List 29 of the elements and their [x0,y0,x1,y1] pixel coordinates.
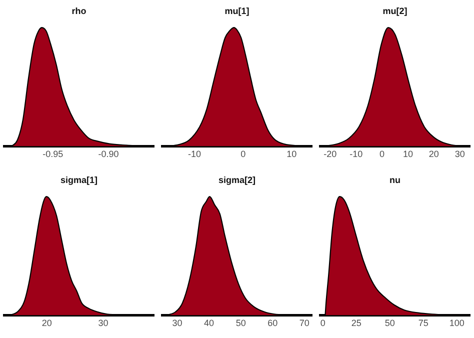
x-tick-label: 30 [172,318,182,328]
x-tick-label: 60 [268,318,278,328]
x-tick-label: 50 [384,318,395,328]
x-tick-label: -0.95 [42,149,64,160]
x-tick-label: 0 [240,149,246,160]
chart-title: mu[2] [382,6,408,16]
x-tick-label: 25 [351,318,362,328]
x-tick-label: 100 [449,318,464,328]
x-tick-label: -10 [350,149,363,160]
x-tick-label: 20 [428,149,439,160]
x-tick-label: -10 [188,149,202,160]
x-tick-label: -20 [324,149,337,160]
x-tick-label: 0 [320,318,326,328]
x-tick-label: 10 [286,149,297,160]
x-tick-label: 40 [204,318,214,328]
x-tick-label: 10 [402,149,413,160]
x-tick-label: 50 [236,318,246,328]
chart-title: nu [390,174,400,185]
chart-title: mu[1] [224,6,250,16]
x-tick-label: 70 [299,318,310,328]
x-tick-label: 30 [98,318,108,328]
x-tick-label: 75 [418,318,428,328]
x-tick-label: 20 [42,318,52,328]
x-tick-label: 0 [380,149,385,160]
chart-title: rho [72,6,87,16]
x-tick-label: -0.90 [98,149,119,160]
chart-title: sigma[2] [218,174,256,185]
x-tick-label: 30 [454,149,465,160]
chart-title: sigma[1] [60,174,98,185]
